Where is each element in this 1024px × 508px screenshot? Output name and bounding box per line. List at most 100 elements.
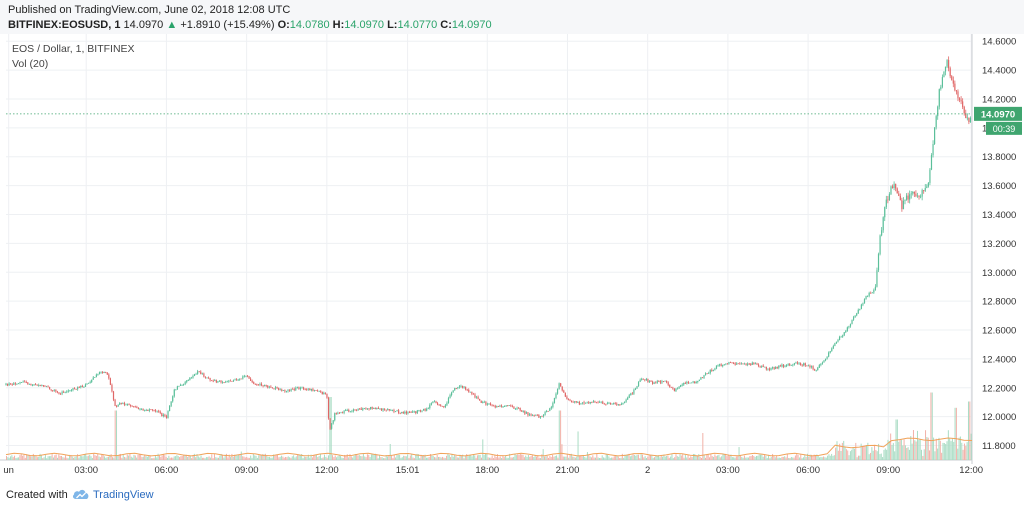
candle-body xyxy=(814,369,816,371)
volume-bar xyxy=(413,458,415,460)
volume-bar xyxy=(162,453,164,460)
volume-bar xyxy=(603,457,605,460)
candle-body xyxy=(784,366,786,368)
volume-bar xyxy=(527,455,529,460)
volume-indicator-label[interactable]: Vol (20) xyxy=(12,58,49,70)
volume-bar xyxy=(421,455,423,460)
candle-body xyxy=(625,399,627,402)
candle-body xyxy=(396,410,398,412)
candle-body xyxy=(641,378,643,380)
candle-body xyxy=(474,394,476,398)
candle-body xyxy=(849,324,852,327)
volume-bar xyxy=(175,456,177,460)
candle-body xyxy=(748,363,750,365)
candle-body xyxy=(882,217,884,231)
volume-bar xyxy=(640,454,642,460)
candle-body xyxy=(178,385,180,387)
volume-bar xyxy=(898,441,900,460)
volume-bar xyxy=(391,455,393,460)
volume-bar xyxy=(189,455,191,460)
volume-bar xyxy=(609,458,611,460)
candle-body xyxy=(415,411,417,414)
volume-bar xyxy=(366,454,368,460)
volume-bar xyxy=(44,454,46,460)
volume-bar xyxy=(482,439,484,460)
volume-bar xyxy=(699,456,701,460)
price-chart[interactable]: 14.600014.400014.200014.000013.800013.60… xyxy=(0,34,1024,482)
volume-bar xyxy=(837,450,839,460)
volume-bar xyxy=(332,455,334,460)
chart-area[interactable]: 14.600014.400014.200014.000013.800013.60… xyxy=(0,34,1024,482)
candle-body xyxy=(561,386,563,391)
candle-body xyxy=(223,382,225,384)
candle-body xyxy=(134,406,136,408)
volume-bar xyxy=(784,456,786,460)
candle-body xyxy=(639,379,641,383)
candle-body xyxy=(98,372,101,375)
candle-body xyxy=(759,365,761,367)
volume-bar xyxy=(675,454,677,460)
volume-bar xyxy=(98,456,100,460)
volume-bar xyxy=(404,456,406,460)
volume-bar xyxy=(819,457,821,460)
volume-bar xyxy=(95,455,97,460)
volume-bar xyxy=(946,441,948,460)
candle-body xyxy=(28,383,30,385)
volume-bar xyxy=(529,456,531,460)
volume-bar xyxy=(121,457,123,460)
volume-bar xyxy=(695,455,697,460)
candle-body xyxy=(42,385,44,386)
candle-body xyxy=(673,388,676,392)
candle-body xyxy=(631,393,633,395)
candle-body xyxy=(929,169,931,183)
volume-bar xyxy=(494,454,496,460)
volume-bar xyxy=(380,457,382,460)
volume-bar xyxy=(7,457,9,460)
candle-body xyxy=(298,387,300,390)
candle-body xyxy=(804,363,806,366)
candle-body xyxy=(38,385,40,386)
candle-body xyxy=(153,410,155,411)
volume-bar xyxy=(823,456,825,460)
x-tick-label: un xyxy=(3,465,14,476)
candle-body xyxy=(207,377,210,379)
volume-bar xyxy=(600,457,602,460)
volume-bar xyxy=(408,457,410,460)
x-tick-label: 12:00 xyxy=(959,465,983,476)
candle-body xyxy=(768,368,771,370)
candle-body xyxy=(800,363,802,365)
tradingview-brand[interactable]: TradingView xyxy=(93,489,154,501)
volume-bar xyxy=(128,455,130,460)
candle-body xyxy=(667,382,669,385)
volume-bar xyxy=(420,454,422,460)
volume-bar xyxy=(650,454,651,460)
volume-bar xyxy=(489,457,490,460)
volume-bar xyxy=(507,457,509,460)
volume-bar xyxy=(286,457,288,460)
volume-bar xyxy=(655,455,657,460)
volume-bar xyxy=(171,457,173,460)
candle-body xyxy=(175,389,177,391)
volume-bar xyxy=(888,441,890,460)
candle-body xyxy=(656,381,658,383)
volume-bar xyxy=(811,454,812,460)
candle-body xyxy=(684,382,686,384)
volume-bar xyxy=(761,454,763,460)
y-tick-label: 12.2000 xyxy=(982,383,1016,394)
volume-bar xyxy=(277,454,279,460)
volume-bar xyxy=(859,455,861,460)
last-price-badge xyxy=(974,106,1022,121)
candle-body xyxy=(645,378,647,381)
volume-bar xyxy=(125,457,127,460)
volume-bar xyxy=(680,455,682,460)
volume-bar xyxy=(519,453,521,460)
volume-bar xyxy=(67,458,69,460)
volume-bar xyxy=(101,454,103,460)
volume-bar xyxy=(228,454,230,460)
volume-bar xyxy=(645,458,647,460)
volume-bar xyxy=(658,455,660,460)
candle-body xyxy=(958,98,961,100)
volume-bar xyxy=(340,456,342,460)
candle-body xyxy=(58,392,60,394)
volume-bar xyxy=(181,455,183,460)
